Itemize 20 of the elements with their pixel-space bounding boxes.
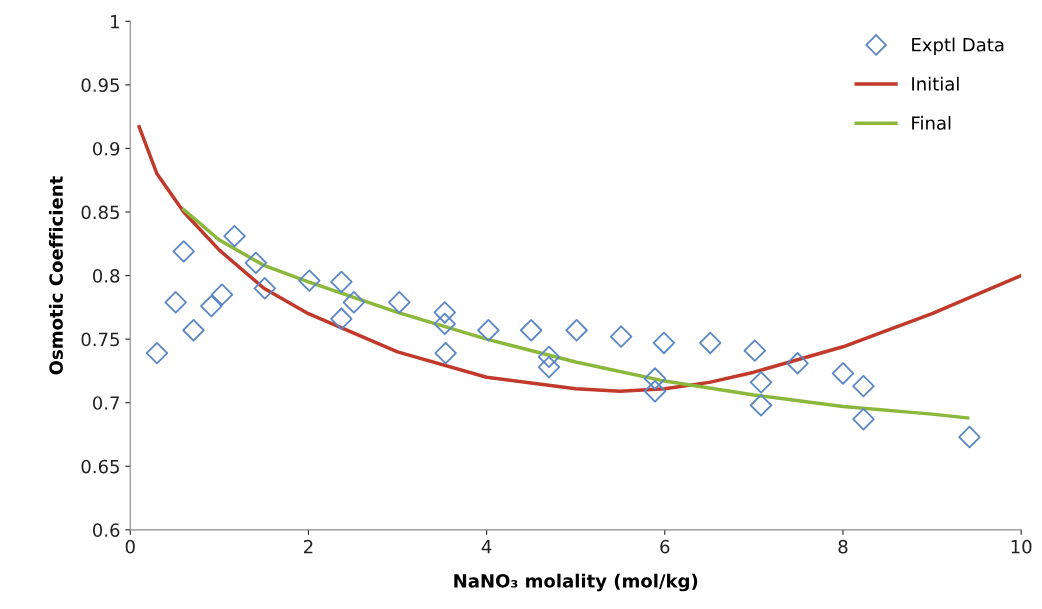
y-tick-label: 0.65 (81, 459, 119, 474)
y-tick-label: 0.7 (93, 396, 119, 410)
y-tick-label: 0.85 (81, 205, 119, 220)
x-tick-label: 2 (304, 539, 313, 554)
y-tick-label: 0.75 (81, 332, 119, 347)
x-tick-label: 0 (125, 539, 135, 554)
x-tick-label: 6 (660, 539, 670, 554)
legend-label: Final (912, 115, 951, 130)
y-tick-label: 0.9 (93, 141, 120, 156)
y-axis-title: Osmotic Coefficient (48, 176, 63, 375)
y-tick-label: 0.8 (93, 269, 120, 283)
y-tick-label: 0.95 (81, 78, 119, 92)
y-tick-label: 1 (111, 15, 119, 29)
x-tick-label: 8 (838, 539, 848, 554)
x-axis-title: NaNO₃ molality (mol/kg) (454, 573, 698, 592)
y-tick-label: 0.6 (93, 523, 120, 537)
legend-label: Exptl Data (912, 37, 1004, 56)
x-tick-label: 10 (1011, 539, 1032, 554)
x-tick-label: 4 (481, 540, 492, 554)
legend-label: Initial (912, 76, 959, 91)
